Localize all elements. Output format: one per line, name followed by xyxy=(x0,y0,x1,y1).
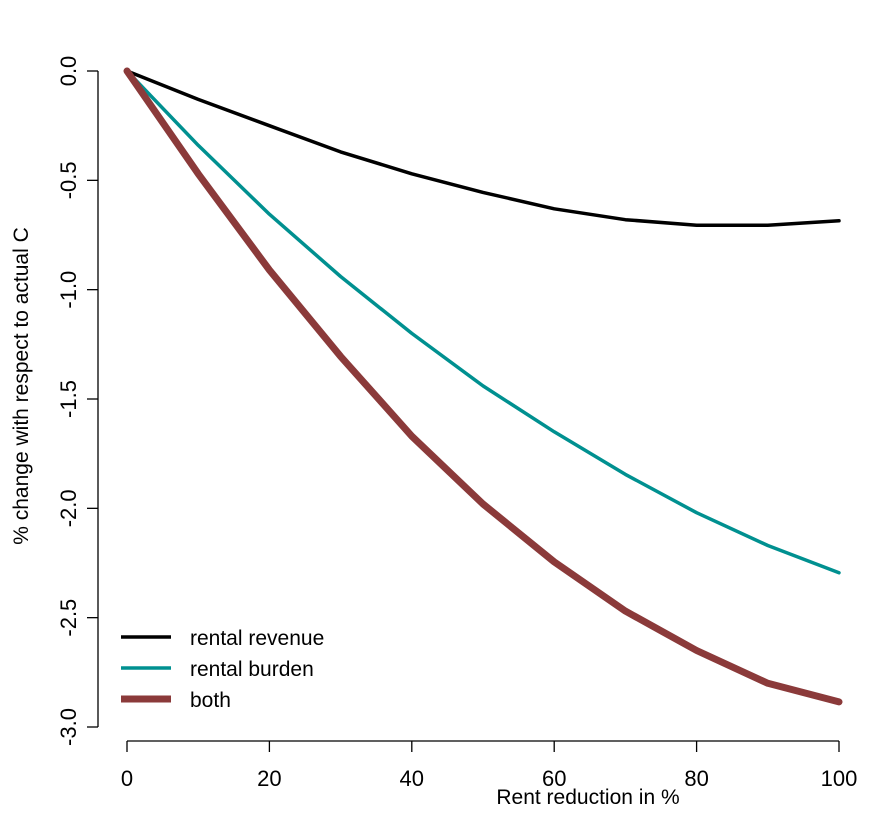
y-tick-label: 0.0 xyxy=(56,56,81,87)
series-line-rental-revenue xyxy=(125,69,841,227)
x-axis-title: Rent reduction in % xyxy=(496,786,679,809)
legend-label: rental revenue xyxy=(190,627,324,650)
legend-label: both xyxy=(190,689,231,712)
x-tick-label: 60 xyxy=(542,766,566,791)
y-tick-label: -1.5 xyxy=(56,380,81,418)
legend: rental revenue rental burden both xyxy=(121,627,324,712)
y-tick-label: -2.0 xyxy=(56,489,81,527)
series-line-rental-burden xyxy=(125,69,841,575)
x-ticks: 0 20 40 60 80 100 xyxy=(121,741,857,791)
x-tick-label: 0 xyxy=(121,766,133,791)
y-tick-label: -1.0 xyxy=(56,271,81,309)
y-tick-label: -2.5 xyxy=(56,599,81,637)
legend-label: rental burden xyxy=(190,658,314,681)
series-line-both xyxy=(123,67,843,706)
y-tick-label: -0.5 xyxy=(56,161,81,199)
y-tick-label: -3.0 xyxy=(56,708,81,746)
x-tick-label: 100 xyxy=(821,766,858,791)
axes: 0 20 40 60 80 100 0.0 -0.5 -1.0 -1.5 -2.0 -2.5 -3.0 xyxy=(56,56,857,791)
x-tick-label: 40 xyxy=(400,766,424,791)
y-ticks: 0.0 -0.5 -1.0 -1.5 -2.0 -2.5 -3.0 xyxy=(56,56,98,746)
series-layer xyxy=(123,67,843,706)
y-axis-title: % change with respect to actual C xyxy=(10,227,33,545)
x-tick-label: 80 xyxy=(684,766,708,791)
x-tick-label: 20 xyxy=(257,766,281,791)
